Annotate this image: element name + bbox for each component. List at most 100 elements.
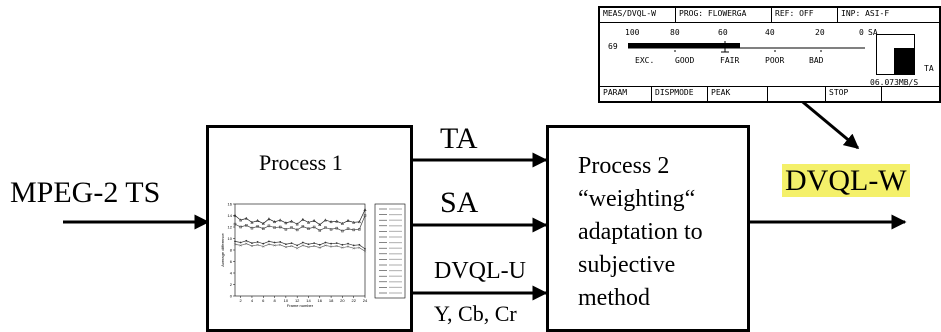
series-point [262, 242, 265, 245]
series-point [267, 217, 271, 221]
series-point [346, 227, 350, 230]
series-point [267, 224, 271, 228]
series-point [267, 243, 271, 246]
series-point [335, 244, 338, 248]
series-point [250, 244, 254, 248]
y-tick-label: 14 [228, 213, 233, 218]
softkey-peak[interactable]: PEAK [708, 87, 768, 101]
series-point [324, 244, 327, 247]
series-point [284, 228, 288, 231]
y-tick-label: 6 [230, 259, 233, 264]
softkey-stop[interactable]: STOP [826, 87, 882, 101]
series-point [329, 219, 333, 224]
x-tick-label: 8 [273, 298, 276, 303]
scale-word: BAD [809, 56, 824, 65]
series-point [273, 241, 276, 244]
process2-text: Process 2 “weighting“ adaptation to subj… [578, 150, 703, 315]
y-tick-label: 4 [230, 271, 233, 276]
series-point [290, 226, 293, 229]
series-point [245, 224, 248, 227]
softkey-dispmode[interactable]: DISPMODE [652, 87, 708, 101]
process1-title: Process 1 [259, 150, 343, 175]
series-point [289, 219, 294, 223]
series-point [307, 243, 310, 246]
y-tick-label: 10 [228, 236, 233, 241]
series-point [290, 242, 293, 244]
x-tick-label: 4 [251, 298, 254, 303]
process1-box: Process 1 0 2 4 6 8 10 12 14 16 2 4 6 8 10 12 14 16 18 20 2… [206, 125, 413, 332]
series-point [301, 225, 305, 228]
series-point [312, 244, 316, 248]
softkey-empty[interactable] [882, 87, 939, 101]
series-point [244, 216, 248, 220]
x-tick-label: 14 [306, 298, 311, 303]
series-point [233, 243, 237, 246]
series-point [251, 242, 253, 244]
series-point [346, 245, 350, 248]
series-point [358, 243, 361, 246]
process2-line: adaptation to [578, 219, 703, 245]
series-point [352, 220, 356, 224]
series-point [239, 225, 242, 229]
x-tick-label: 16 [318, 298, 323, 303]
series-point [358, 228, 361, 231]
instrument-pointer-arrow [797, 96, 860, 150]
series-point [307, 227, 310, 230]
series-point [341, 243, 344, 246]
scale-word: EXC. [635, 56, 655, 65]
x-tick-label: 2 [240, 298, 243, 303]
series-point [250, 226, 254, 230]
series-point [335, 242, 338, 244]
series-point [295, 228, 299, 232]
ta-label: TA [440, 122, 478, 155]
series-point [245, 242, 248, 245]
scale-word: GOOD [675, 56, 695, 65]
series-point [239, 241, 242, 244]
series-point [329, 245, 333, 248]
x-tick-label: 18 [329, 298, 334, 303]
series-point [363, 207, 367, 211]
series-point [306, 220, 311, 224]
bitrate-readout: 06.073MB/S [870, 78, 919, 87]
output-label-text: DVQL-W [782, 164, 910, 197]
ta-side-label: TA [924, 64, 934, 73]
series-point [358, 246, 361, 249]
softkey-param[interactable]: PARAM [600, 87, 652, 101]
series-point [341, 246, 344, 249]
series-point [272, 219, 277, 224]
series-line [234, 243, 366, 252]
series-point [239, 244, 242, 247]
y-axis-label: Average difference [220, 233, 225, 267]
series-point [284, 243, 287, 246]
series-point [312, 218, 316, 222]
series-point [313, 242, 316, 244]
softkey-empty[interactable] [768, 87, 826, 101]
x-tick-label: 10 [284, 298, 289, 303]
series-point [273, 244, 276, 247]
scale-bar [628, 41, 865, 53]
scale-number: 60 [718, 28, 728, 37]
y-tick-label: 2 [230, 282, 233, 287]
x-axis-label: Frame number [287, 303, 314, 308]
instrument-footer: PARAM DISPMODE PEAK STOP [600, 86, 939, 101]
series-point [262, 227, 265, 230]
series-point [233, 213, 237, 217]
series-point [234, 240, 236, 243]
series-point [329, 228, 333, 231]
quality-scale: 100 80 60 40 20 0 EXC. GOOD FAIR POOR BA… [625, 28, 865, 68]
level-meter [876, 34, 915, 75]
series-point [295, 222, 299, 226]
series-point [284, 245, 288, 249]
scale-word: POOR [765, 56, 785, 65]
instrument-header: MEAS/DVQL-W PROG: FLOWERGA REF: OFF INP:… [600, 8, 939, 23]
series-point [256, 243, 259, 247]
legend-box [374, 203, 406, 299]
x-tick-label: 20 [340, 298, 345, 303]
series-point [352, 228, 355, 232]
sa-label: SA [440, 186, 479, 219]
series-point [239, 218, 243, 222]
series-point [290, 244, 293, 248]
value-left: 69 [608, 42, 618, 51]
scale-number: 20 [815, 28, 825, 37]
